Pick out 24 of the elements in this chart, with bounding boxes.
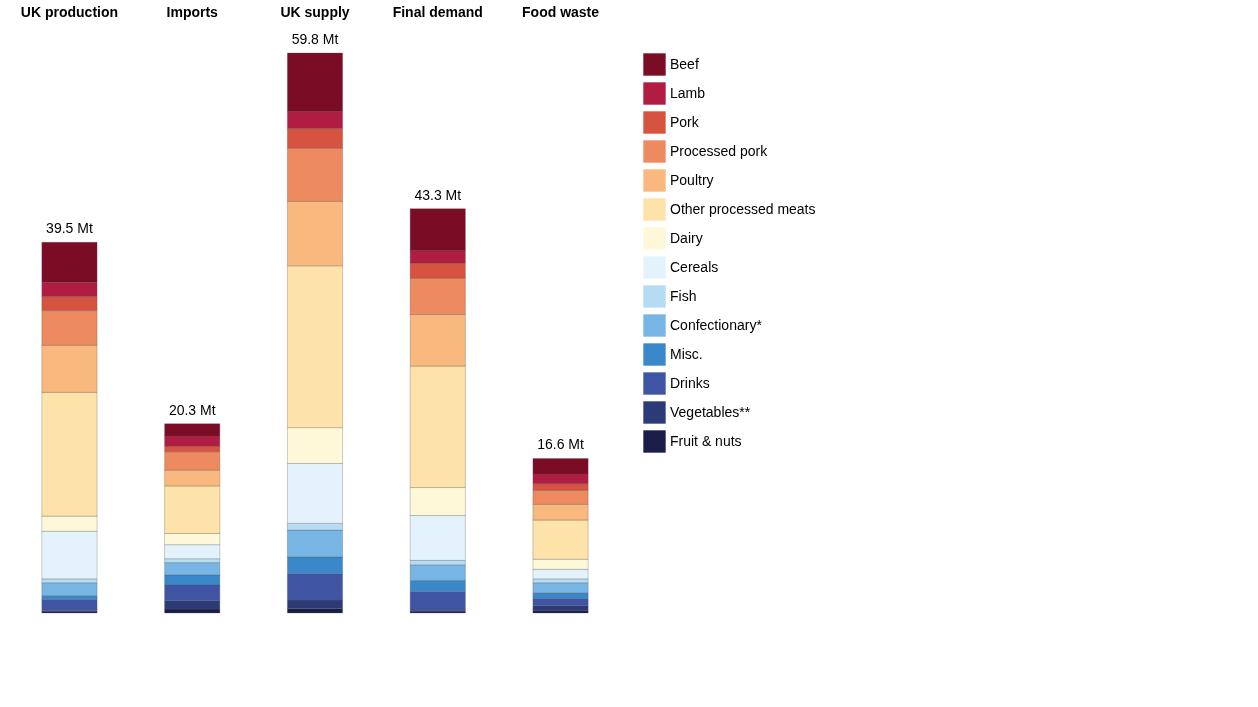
x-tick-label: Food waste <box>522 3 600 20</box>
legend-label: Misc. <box>670 345 703 362</box>
legend-label: Processed pork <box>670 142 769 159</box>
annotation: 43.3 Mt <box>414 186 462 203</box>
legend-label: Lamb <box>670 84 706 101</box>
annotation: 16.6 Mt <box>537 436 584 453</box>
legend-label: Pork <box>670 113 700 130</box>
annotation: 39.5 Mt <box>46 220 93 237</box>
annotation: 59.8 Mt <box>291 31 339 47</box>
annotation: 20.3 Mt <box>168 401 216 418</box>
legend-label: Beef <box>670 55 699 72</box>
legend-label: Confectionary* <box>670 316 763 333</box>
legend-label: Cereals <box>670 258 719 275</box>
legend-label: Drinks <box>670 374 710 391</box>
x-tick-label: Imports <box>166 3 219 20</box>
legend-label: Dairy <box>670 229 703 246</box>
legend-label: Other processed meats <box>670 200 816 217</box>
legend-label: Fish <box>670 287 697 304</box>
x-tick-label: UK production <box>20 3 119 20</box>
legend-label: Fruit & nuts <box>670 432 742 449</box>
legend-label: Poultry <box>670 171 714 188</box>
x-tick-label: Final demand <box>392 3 483 20</box>
x-tick-label: UK supply <box>280 3 350 20</box>
legend-label: Vegetables** <box>670 403 751 420</box>
